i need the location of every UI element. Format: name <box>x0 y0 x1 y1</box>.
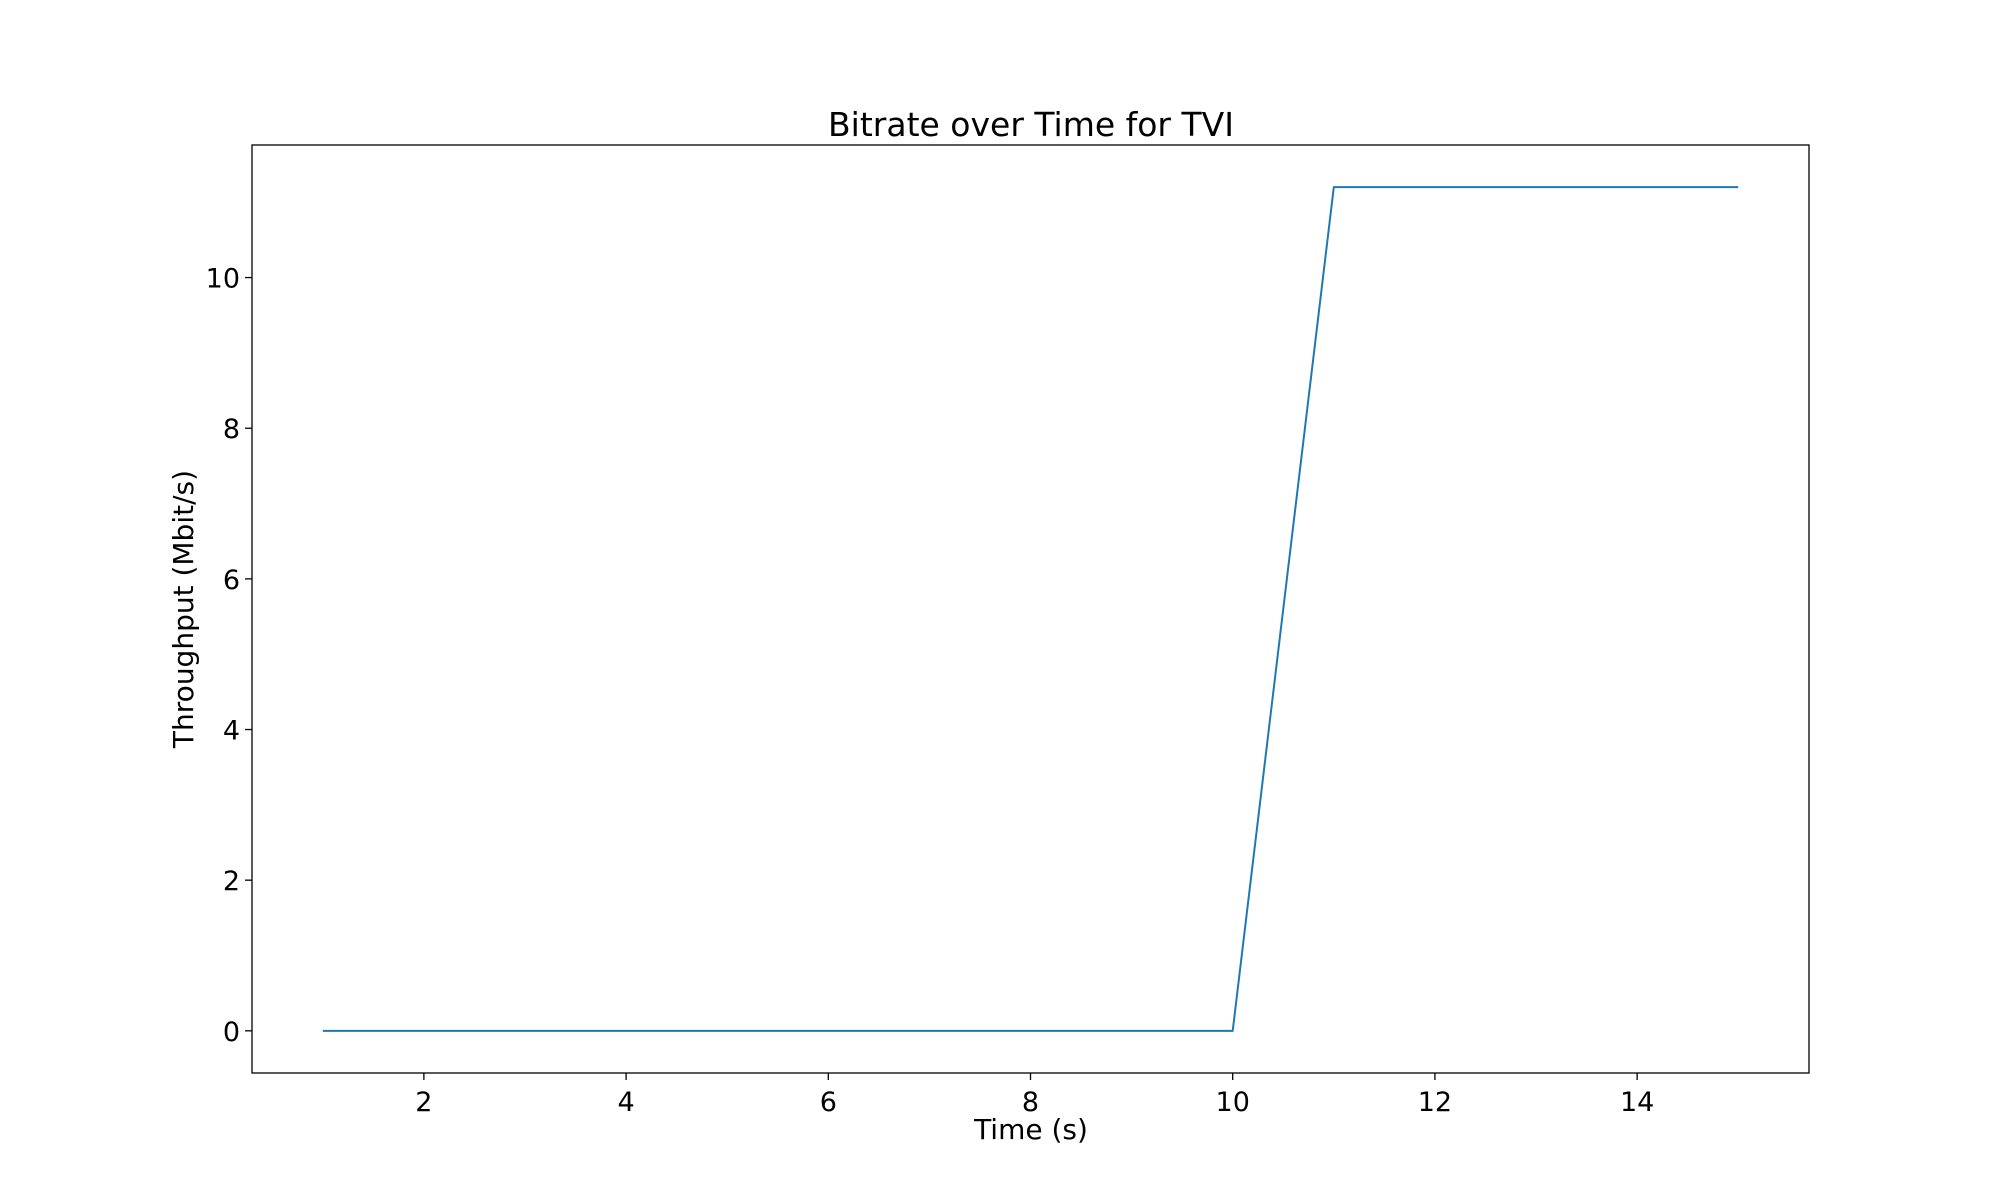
x-tick-label: 6 <box>820 1087 837 1118</box>
y-axis-ticks: 0 2 4 6 8 10 <box>206 264 252 1048</box>
y-tick-label: 0 <box>223 1017 240 1048</box>
y-tick-label: 2 <box>223 866 240 897</box>
x-tick-label: 4 <box>617 1087 634 1118</box>
y-tick-label: 6 <box>223 565 240 596</box>
x-tick-label: 14 <box>1620 1087 1654 1118</box>
y-tick-label: 10 <box>206 264 240 295</box>
y-axis-label: Throughput (Mbit/s) <box>167 470 200 749</box>
chart-title: Bitrate over Time for TVI <box>828 105 1234 144</box>
series-line-0 <box>322 186 1739 1032</box>
y-tick-label: 4 <box>223 716 240 747</box>
x-tick-label: 2 <box>415 1087 432 1118</box>
x-axis-ticks: 2 4 6 8 10 12 14 <box>415 1073 1654 1118</box>
x-tick-label: 8 <box>1022 1087 1039 1118</box>
x-tick-label: 10 <box>1216 1087 1250 1118</box>
x-axis-label: Time (s) <box>973 1113 1088 1146</box>
plot-area <box>322 186 1739 1032</box>
y-tick-label: 8 <box>223 414 240 445</box>
x-tick-label: 12 <box>1418 1087 1452 1118</box>
